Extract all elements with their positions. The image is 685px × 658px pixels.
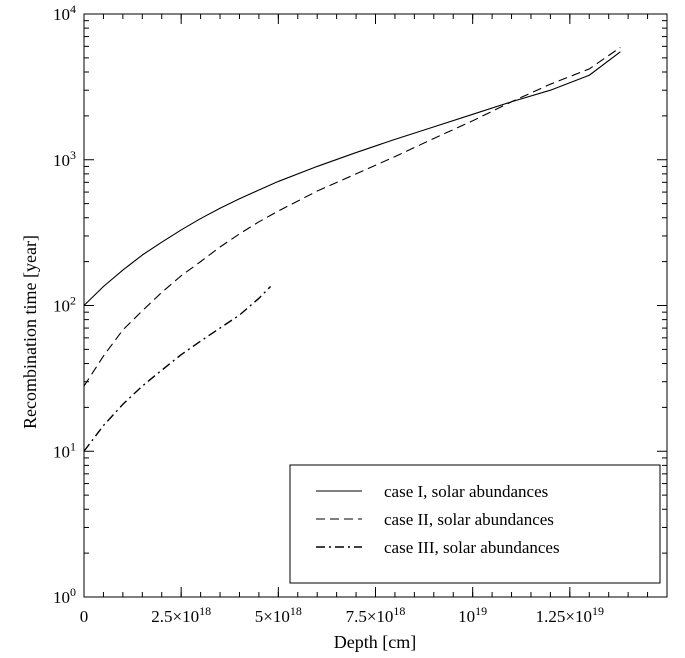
legend: case I, solar abundances case II, solar …: [289, 464, 661, 584]
series-line-0: [83, 51, 621, 306]
legend-text-1: case II, solar abundances: [384, 510, 554, 529]
series-lines: [83, 46, 621, 452]
y-tick-label: 104: [53, 2, 76, 24]
tick-labels: 0 2.5×1018 5×1018 7.5×1018 1019 1.25×1019 100 1…: [53, 2, 604, 626]
x-tick-label: 7.5×1018: [346, 604, 406, 626]
legend-text-0: case I, solar abundances: [384, 482, 548, 501]
y-tick-label: 103: [53, 148, 76, 170]
x-tick-label: 0: [80, 607, 89, 626]
y-tick-label: 101: [53, 439, 76, 461]
x-tick-label: 1.25×1019: [536, 604, 604, 626]
x-tick-label: 1019: [458, 604, 487, 626]
x-tick-label: 2.5×1018: [151, 604, 211, 626]
legend-box: [289, 464, 661, 584]
y-tick-label: 102: [53, 294, 76, 316]
x-tick-label: 5×1018: [255, 604, 302, 626]
x-axis-label: Depth [cm]: [334, 632, 416, 652]
axis-ticks: [83, 13, 668, 598]
y-axis-label: Recombination time [year]: [20, 235, 40, 429]
legend-text-2: case III, solar abundances: [384, 538, 560, 557]
series-line-1: [83, 46, 621, 387]
series-line-2: [83, 286, 272, 452]
y-tick-label: 100: [53, 585, 76, 607]
